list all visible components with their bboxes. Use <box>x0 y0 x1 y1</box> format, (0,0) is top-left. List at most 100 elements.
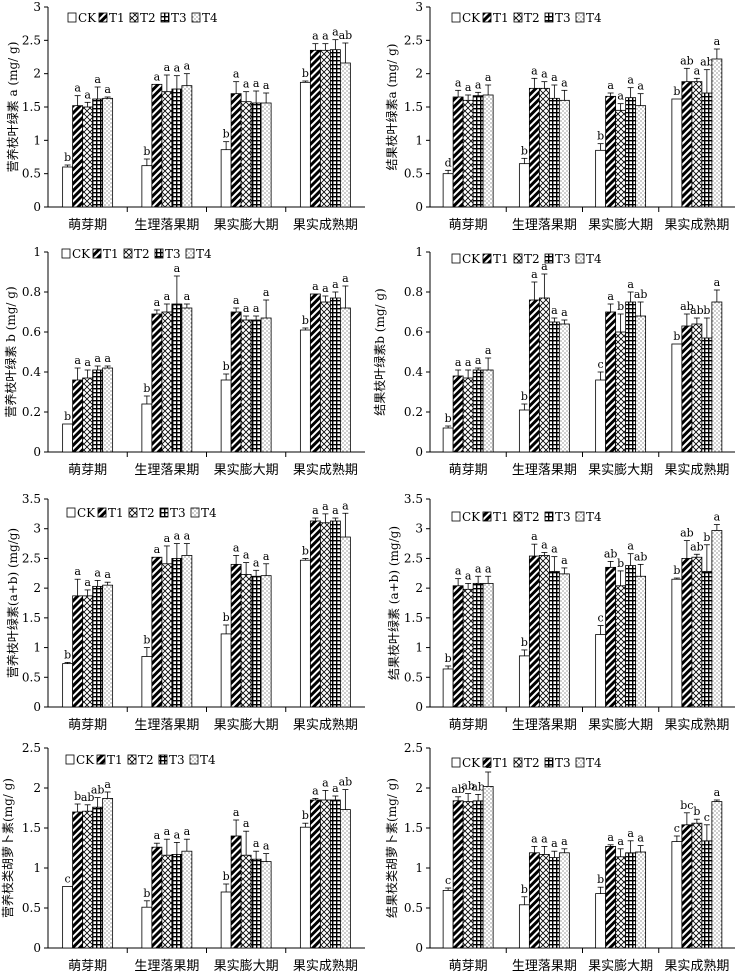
bar-T1-0 <box>72 105 84 208</box>
bar-T4-2 <box>635 575 647 708</box>
x-category-label: 果实成熟期 <box>664 462 729 478</box>
y-tick-label: 0.4 <box>404 365 423 379</box>
bar-T3-2 <box>625 565 637 708</box>
legend-swatch-T2 <box>513 511 523 522</box>
legend-label-T2: T2 <box>524 510 540 524</box>
x-category-label: 萌芽期 <box>449 218 488 233</box>
bar-T2-1 <box>161 91 173 208</box>
bar-CK-1 <box>141 403 153 453</box>
legend-swatch-T3 <box>159 507 169 518</box>
significance-label: a <box>637 80 644 93</box>
legend-swatch-T1 <box>482 12 492 23</box>
bar-CK-2 <box>595 634 607 708</box>
significance-label: ab <box>339 29 353 42</box>
bar-T4-0 <box>482 369 494 453</box>
legend-label-T3: T3 <box>169 753 185 767</box>
y-tick-label: 1 <box>33 245 41 259</box>
y-tick-label: 1.5 <box>404 100 423 114</box>
bar-T1-1 <box>151 846 163 949</box>
significance-label: a <box>332 504 339 517</box>
significance-label: b <box>521 636 528 649</box>
bar-T4-1 <box>558 323 570 453</box>
significance-label: a <box>607 290 614 303</box>
significance-label: c <box>65 872 71 885</box>
bar-T2-3 <box>691 822 703 949</box>
significance-label: a <box>174 828 181 841</box>
significance-label: b <box>521 883 528 896</box>
significance-label: a <box>164 61 171 74</box>
legend-label-CK: CK <box>76 753 95 767</box>
significance-label: c <box>704 811 710 824</box>
bar-CK-2 <box>595 149 607 208</box>
legend-swatch-CK <box>451 757 461 768</box>
significance-label: b <box>143 382 150 395</box>
bar-T4-1 <box>181 555 193 708</box>
significance-label: a <box>233 68 240 81</box>
bar-CK-1 <box>518 655 530 708</box>
y-tick-label: 0.8 <box>22 285 41 299</box>
bar-T1-3 <box>681 558 693 708</box>
x-category-label: 果实膨大期 <box>214 463 279 478</box>
bar-T1-0 <box>72 379 84 453</box>
bar-T3-3 <box>329 297 341 453</box>
significance-label: ab <box>91 784 105 797</box>
significance-label: a <box>332 278 339 291</box>
x-category-label: 萌芽期 <box>68 463 107 478</box>
bar-T4-2 <box>260 861 272 949</box>
bar-CK-0 <box>62 663 74 708</box>
bar-T2-0 <box>462 588 474 708</box>
significance-label: a <box>627 540 634 553</box>
significance-label: a <box>342 272 349 285</box>
bar-T3-3 <box>329 799 341 949</box>
significance-label: a <box>475 562 482 575</box>
bar-CK-3 <box>299 826 311 949</box>
bar-T2-1 <box>161 311 173 453</box>
legend-swatch-T2 <box>513 12 523 23</box>
bar-T4-2 <box>635 851 647 949</box>
significance-label: a <box>184 290 191 303</box>
bar-T1-1 <box>151 83 163 208</box>
y-tick-label: 0 <box>33 445 41 459</box>
x-category-label: 果实成熟期 <box>664 958 729 974</box>
y-tick-label: 0.6 <box>404 325 423 339</box>
significance-label: a <box>233 806 240 819</box>
legend-label-T2: T2 <box>524 11 540 25</box>
y-axis-title: 结果枝叶绿素a (mg/ g) <box>384 44 399 171</box>
significance-label: a <box>637 832 644 845</box>
bar-CK-0 <box>442 427 454 453</box>
legend-label-T2: T2 <box>138 753 154 767</box>
significance-label: a <box>617 90 624 103</box>
x-category-label: 萌芽期 <box>449 718 488 733</box>
significance-label: a <box>551 837 558 850</box>
significance-label: ab <box>634 288 648 301</box>
significance-label: a <box>541 68 548 81</box>
legend-label-T4: T4 <box>202 11 218 25</box>
legend-label-T3: T3 <box>555 11 571 25</box>
bar-T3-0 <box>92 369 104 453</box>
bar-T2-3 <box>691 323 703 453</box>
bar-T1-1 <box>151 313 163 453</box>
bar-T2-0 <box>82 595 94 708</box>
significance-label: a <box>174 62 181 75</box>
significance-label: a <box>322 282 329 295</box>
significance-label: a <box>84 576 91 589</box>
significance-label: b <box>302 544 309 557</box>
x-category-label: 果实膨大期 <box>588 463 653 478</box>
legend-swatch-T3 <box>544 757 554 768</box>
significance-label: b <box>223 870 230 883</box>
y-axis-title: 营养枝类胡萝卜素(mg/ g) <box>0 778 15 918</box>
y-axis-title: 营养枝叶绿素(a+b) (mg/g) <box>5 528 20 678</box>
significance-label: a <box>243 549 250 562</box>
y-tick-label: 2.5 <box>404 741 423 755</box>
significance-label: a <box>465 81 472 94</box>
significance-label: a <box>714 276 721 289</box>
bar-CK-3 <box>671 578 683 708</box>
significance-label: b <box>64 151 71 164</box>
bar-CK-2 <box>220 379 232 453</box>
y-tick-label: 3.5 <box>404 492 423 506</box>
bar-T3-2 <box>625 97 637 208</box>
bar-T4-2 <box>635 315 647 453</box>
legend-swatch-T2 <box>123 248 133 259</box>
legend-swatch-T4 <box>575 511 585 522</box>
